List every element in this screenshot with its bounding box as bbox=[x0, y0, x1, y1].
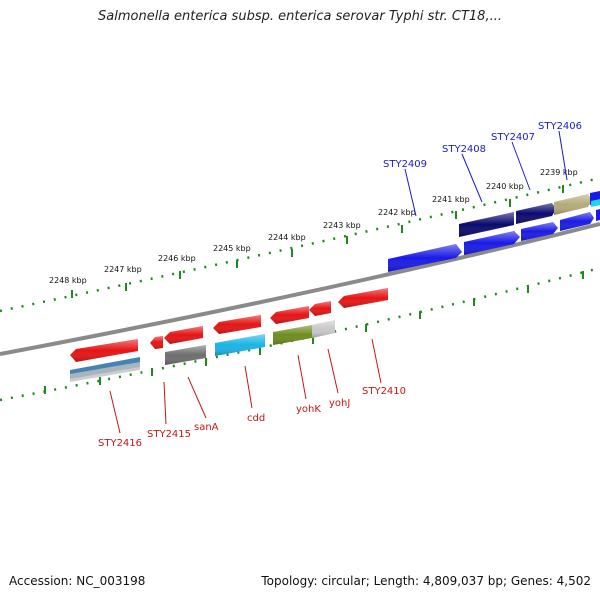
genome-backbone bbox=[0, 222, 600, 356]
map-title: Salmonella enterica subsp. enterica sero… bbox=[98, 9, 502, 24]
accession-text: Accession: NC_003198 bbox=[9, 574, 146, 588]
cds-lightgray-1[interactable] bbox=[70, 362, 140, 382]
topology-text: Topology: circular; Length: 4,809,037 bp… bbox=[261, 574, 591, 588]
ruler-label-2242: 2242 kbp bbox=[378, 208, 416, 217]
forward-gene-5[interactable] bbox=[596, 209, 600, 221]
ruler-label-2243: 2243 kbp bbox=[323, 221, 361, 230]
ruler-label-2245: 2245 kbp bbox=[213, 244, 251, 253]
ruler-label-2246: 2246 kbp bbox=[158, 254, 196, 263]
ruler-label-2244: 2244 kbp bbox=[268, 233, 306, 242]
forward-label-leaders bbox=[404, 130, 568, 217]
forward-feature-cyan-edge[interactable] bbox=[591, 199, 600, 207]
ruler-label-2240: 2240 kbp bbox=[486, 182, 524, 191]
label-yohJ: yohJ bbox=[329, 398, 350, 409]
label-STY2409: STY2409 bbox=[383, 159, 427, 170]
ruler-label-2248: 2248 kbp bbox=[49, 276, 87, 285]
label-sanA: sanA bbox=[194, 422, 219, 433]
reverse-label-leaders bbox=[109, 338, 382, 434]
label-STY2406: STY2406 bbox=[538, 121, 582, 132]
reverse-strand-genes bbox=[70, 288, 388, 382]
label-STY2415: STY2415 bbox=[147, 429, 191, 440]
label-yohK: yohK bbox=[296, 404, 321, 415]
label-STY2410: STY2410 bbox=[362, 386, 406, 397]
label-STY2408: STY2408 bbox=[442, 144, 486, 155]
label-STY2407: STY2407 bbox=[491, 132, 535, 143]
forward-strand-genes bbox=[388, 191, 600, 272]
ruler-label-2239: 2239 kbp bbox=[540, 168, 578, 177]
upper-ruler-arc bbox=[0, 176, 600, 313]
upper-ruler-ticks bbox=[71, 185, 564, 298]
ruler-label-2241: 2241 kbp bbox=[432, 195, 470, 204]
label-STY2416: STY2416 bbox=[98, 438, 142, 449]
label-cdd: cdd bbox=[247, 413, 265, 424]
ruler-label-2247: 2247 kbp bbox=[104, 265, 142, 274]
